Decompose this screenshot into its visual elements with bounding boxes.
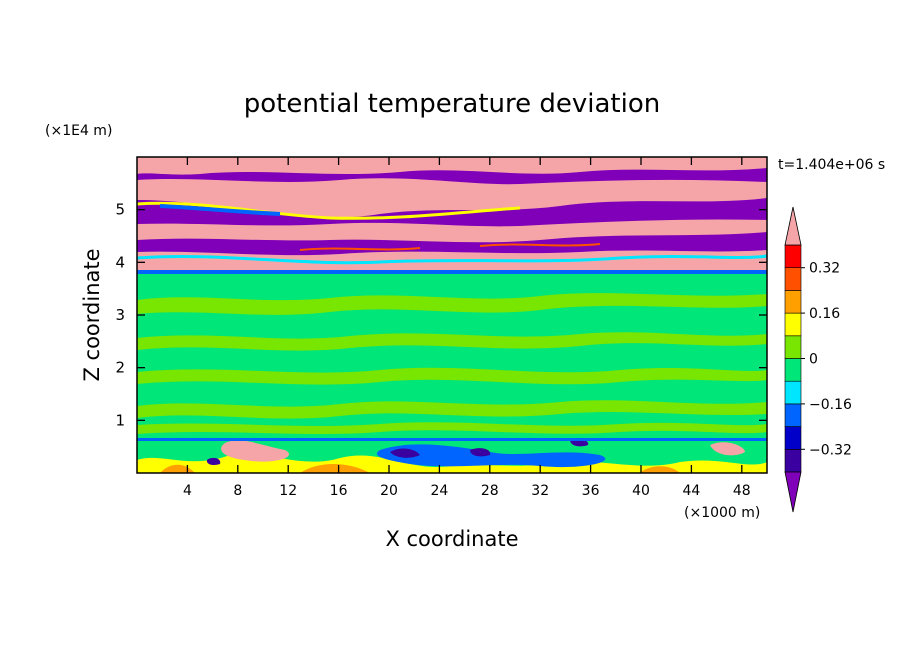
colorbar: −0.32 −0.16 0 0.16 0.32 — [784, 206, 852, 513]
colorbar-under-arrow — [784, 471, 802, 513]
colorbar-label: 0.16 — [809, 306, 840, 322]
y-tick-label: 1 — [115, 411, 125, 429]
chart-title: potential temperature deviation — [244, 89, 660, 119]
surface-warm-patches — [137, 453, 767, 473]
colorbar-label: −0.16 — [809, 397, 852, 413]
y-axis-label: Z coordinate — [80, 248, 104, 381]
x-tick-label: 12 — [279, 483, 297, 499]
x-tick-label: 28 — [481, 483, 499, 499]
upper-warm-band-1 — [137, 157, 767, 175]
layer-boundary-line — [137, 438, 767, 441]
colorbar-swatch — [784, 290, 802, 314]
colorbar-swatch — [784, 335, 802, 359]
colorbar-swatch — [784, 244, 802, 269]
time-label: t=1.404e+06 s — [778, 157, 885, 173]
y-tick-label: 5 — [115, 201, 125, 219]
upper-interface-hot — [299, 243, 601, 251]
x-axis-label: X coordinate — [385, 527, 518, 551]
x-tick-label: 4 — [183, 483, 192, 499]
x-tick-label: 20 — [380, 483, 398, 499]
upper-shear-colors — [137, 201, 521, 220]
colorbar-swatch — [784, 267, 802, 291]
x-tick-label: 24 — [430, 483, 448, 499]
y-ticks: 1 2 3 4 5 — [115, 201, 767, 429]
colorbar-swatch — [784, 426, 802, 450]
colorbar-swatch — [784, 403, 802, 427]
colorbar-swatch — [784, 380, 802, 405]
colorbar-label: 0.32 — [809, 261, 840, 277]
colorbar-swatch — [784, 448, 802, 473]
x-ticks: 4 8 12 16 20 24 28 32 36 40 44 48 — [183, 157, 751, 499]
surface-pink-patches — [221, 440, 745, 462]
x-tick-label: 36 — [582, 483, 600, 499]
layer-interface — [137, 270, 767, 274]
surface-cold-patches — [376, 444, 606, 468]
x-tick-label: 8 — [233, 483, 242, 499]
x-tick-label: 44 — [682, 483, 700, 499]
upper-warm-band-2 — [137, 178, 767, 218]
y-unit-label: (×1E4 m) — [45, 123, 112, 139]
x-tick-label: 16 — [330, 483, 348, 499]
x-tick-label: 40 — [632, 483, 650, 499]
colorbar-label: −0.32 — [809, 442, 852, 458]
upper-interface-warm — [137, 254, 767, 265]
plot-area — [137, 157, 767, 473]
x-tick-label: 48 — [733, 483, 751, 499]
y-tick-label: 2 — [115, 359, 125, 377]
upper-warm-band-3 — [137, 219, 767, 243]
colorbar-swatch — [784, 358, 802, 382]
surface-coldest-patches — [206, 438, 589, 465]
x-unit-label: (×1000 m) — [684, 505, 760, 521]
colorbar-swatch — [784, 312, 802, 337]
upper-shear-cold — [159, 204, 281, 216]
colorbar-over-arrow — [784, 206, 802, 246]
x-tick-label: 32 — [531, 483, 549, 499]
y-tick-label: 3 — [115, 306, 125, 324]
colorbar-label: 0 — [809, 352, 818, 368]
middle-warm-streaks — [137, 293, 767, 434]
y-tick-label: 4 — [115, 253, 125, 271]
